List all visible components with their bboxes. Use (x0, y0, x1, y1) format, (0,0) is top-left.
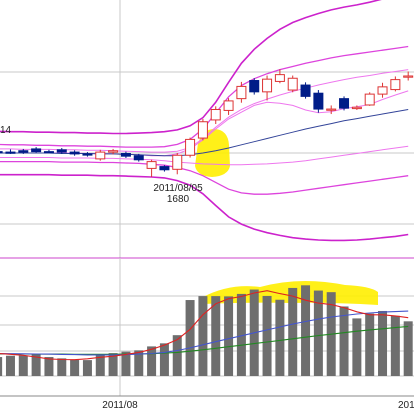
volume-bar (288, 287, 298, 376)
price-labels: 14 2011/08/05 1680 (0, 125, 203, 205)
volume-bar (352, 318, 362, 376)
annotation-value: 1680 (167, 194, 190, 205)
candle-body (146, 161, 157, 169)
volume-bar (198, 296, 208, 376)
candle-body (274, 74, 285, 82)
candle-body (223, 100, 234, 111)
x-tick-label: 201 (398, 400, 414, 411)
x-tick-label: 2011/08 (102, 400, 138, 411)
candle-body (31, 148, 42, 153)
volume-bar (5, 355, 15, 376)
volume-bar (121, 351, 131, 376)
volume-bar (185, 300, 195, 376)
candle-body (377, 86, 388, 95)
volume-bar (18, 355, 28, 376)
volume-bar (339, 306, 349, 376)
volume-bar (159, 343, 169, 376)
volume-bar (390, 315, 400, 376)
volume-bar (301, 285, 311, 376)
band-line-inner-lower (0, 160, 409, 195)
candle-body (120, 152, 131, 157)
volume-bar (57, 358, 67, 376)
candle-body (95, 151, 106, 160)
candle-body (82, 153, 93, 156)
volume-bar (275, 299, 285, 376)
volume-bar (313, 290, 323, 376)
candle-body (18, 150, 29, 153)
volume-bar (262, 295, 272, 376)
band-line-outer-upper (0, 0, 382, 135)
bollinger-bands (0, 0, 409, 242)
price-axis-edge-label: 14 (0, 125, 12, 136)
candle-body (287, 77, 298, 91)
candle-body (43, 151, 54, 154)
candle-body (339, 98, 350, 109)
volume-bar (134, 350, 144, 376)
band-line-inner-upper (0, 45, 409, 148)
volume-bar (365, 313, 375, 376)
volume-ma-short-line (0, 290, 409, 361)
volume-moving-averages (0, 290, 409, 361)
volume-bar (236, 293, 246, 376)
candle-body (313, 92, 324, 110)
band-line-upper-sigma1 (0, 69, 409, 153)
candle-body (326, 108, 337, 111)
volume-bar (0, 357, 3, 376)
annotation-date: 2011/08/05 (153, 183, 203, 194)
candle-body (69, 151, 80, 155)
candlesticks (0, 69, 414, 178)
candle-body (108, 150, 119, 153)
x-axis: 2011/08 201 (102, 400, 414, 411)
candle-body (262, 78, 273, 93)
volume-bar (403, 321, 413, 376)
candle-body (56, 149, 67, 153)
candle-body (197, 121, 208, 139)
candle-body (364, 93, 375, 106)
volume-bar (31, 354, 41, 376)
volume-bar (82, 360, 92, 376)
candle-body (133, 155, 144, 161)
candle-body (249, 80, 260, 93)
candle-body (0, 151, 3, 154)
candle-body (236, 85, 247, 100)
volume-bar (147, 346, 157, 376)
volume-bar (70, 359, 80, 376)
candle-body (172, 154, 183, 170)
candle-body (210, 109, 221, 121)
candle-body (403, 75, 414, 78)
candle-body (300, 84, 311, 97)
volume-ma-mid-line (0, 310, 409, 356)
volume-bar (108, 353, 118, 376)
candle-body (390, 79, 401, 91)
volume-bar (211, 296, 221, 376)
band-line-outer-lower (0, 173, 409, 242)
volume-bar (172, 335, 182, 376)
candle-body (5, 151, 16, 154)
band-line-lower-sigma1 (0, 145, 409, 166)
volume-bar (378, 310, 388, 376)
volume-bar (224, 296, 234, 376)
candle-body (159, 166, 170, 171)
candle-body (351, 106, 362, 110)
volume-bar (44, 357, 54, 376)
candle-body (185, 138, 196, 156)
band-line-middle (0, 109, 409, 157)
volume-bar (95, 353, 105, 376)
